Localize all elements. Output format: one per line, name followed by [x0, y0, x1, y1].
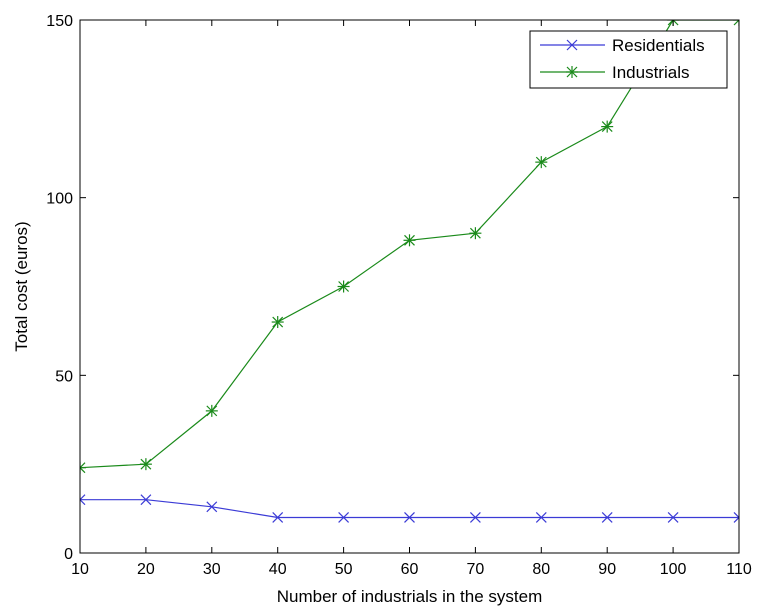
data-point-residentials: [535, 512, 547, 523]
plot-area-frame: [79, 19, 740, 554]
x-tick-label: 80: [532, 561, 550, 578]
legend: Residentials Industrials: [529, 30, 728, 89]
x-tick-label: 110: [726, 561, 752, 578]
data-point-residentials: [338, 512, 350, 523]
data-point-industrials: [601, 120, 614, 133]
legend-box: [529, 30, 728, 89]
data-point-industrials: [271, 316, 284, 329]
legend-item-industrials: Industrials: [540, 63, 689, 82]
y-tick-label: 150: [46, 13, 73, 30]
legend-marker: [566, 66, 578, 78]
x-tick-label: 50: [335, 561, 353, 578]
legend-item-residentials: Residentials: [540, 36, 705, 55]
legend-label: Residentials: [612, 36, 705, 55]
data-point-residentials: [80, 494, 86, 506]
x-tick-label: 30: [203, 561, 221, 578]
data-point-residentials: [733, 512, 739, 523]
series-industrials: [80, 20, 739, 474]
y-tick-label: 100: [46, 191, 73, 208]
data-point-residentials: [667, 512, 679, 523]
data-point-industrials: [469, 227, 482, 240]
data-point-residentials: [469, 512, 481, 523]
data-point-industrials: [403, 234, 416, 247]
y-tick-label: 0: [64, 546, 73, 563]
x-axis: 10 20 30 40 50 60 70 80 90 100 110: [71, 20, 752, 578]
data-point-residentials: [404, 512, 415, 523]
data-point-residentials: [206, 501, 218, 513]
data-point-residentials: [272, 512, 284, 523]
plot-series-group: [80, 20, 739, 523]
y-axis-title: Total cost (euros): [12, 221, 31, 351]
series-residentials: [80, 494, 739, 523]
x-tick-label: 70: [467, 561, 485, 578]
data-point-industrials: [535, 156, 548, 169]
x-tick-label: 40: [269, 561, 287, 578]
data-point-industrials: [139, 458, 152, 471]
x-tick-label: 90: [598, 561, 616, 578]
data-point-industrials: [205, 404, 218, 417]
x-tick-label: 10: [71, 561, 89, 578]
data-point-industrials: [337, 280, 350, 293]
data-point-residentials: [140, 494, 152, 506]
x-tick-label: 20: [137, 561, 155, 578]
legend-label: Industrials: [612, 63, 689, 82]
x-tick-label: 100: [660, 561, 687, 578]
y-axis: 0 50 100 150: [46, 13, 739, 563]
series-line-residentials: [80, 499, 739, 519]
data-point-industrials: [80, 461, 86, 474]
data-point-industrials: [733, 20, 739, 26]
data-point-residentials: [601, 512, 613, 523]
legend-marker: [566, 39, 578, 51]
y-tick-label: 50: [55, 368, 73, 385]
x-tick-label: 60: [401, 561, 419, 578]
x-axis-title: Number of industrials in the system: [277, 587, 543, 606]
